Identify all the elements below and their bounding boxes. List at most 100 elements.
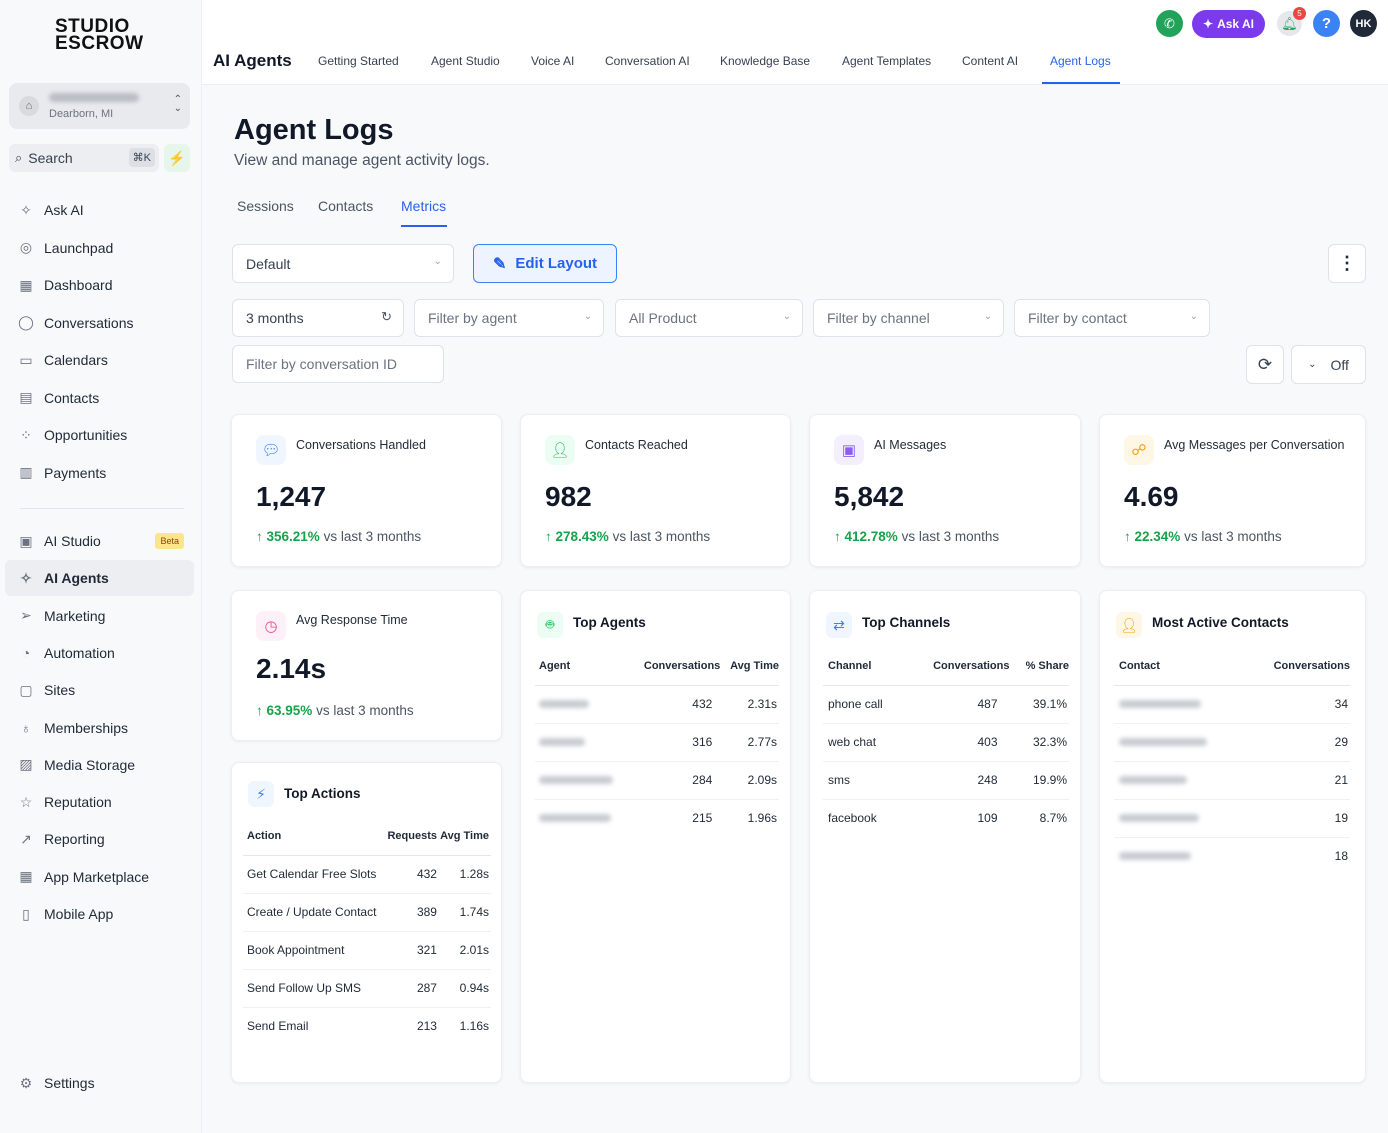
more-options-button[interactable]: ⋮ — [1328, 244, 1366, 283]
table-row[interactable]: 19 — [1114, 799, 1350, 838]
ai-studio-icon: ▣ — [19, 532, 33, 549]
edit-layout-button[interactable]: ✎ Edit Layout — [473, 244, 617, 283]
brand-logo[interactable]: STUDIO ESCROW — [55, 16, 144, 54]
table-row[interactable]: web chat 403 32.3% — [823, 723, 1069, 762]
filter-channel-select[interactable]: Filter by channel ⌄ — [813, 299, 1004, 337]
tab-agent-logs[interactable]: Agent Logs — [1050, 54, 1111, 68]
sidebar-item-mobile-app[interactable]: ▯ Mobile App — [5, 896, 194, 932]
table-row[interactable]: 316 2.77s — [535, 723, 779, 762]
table-row[interactable]: Book Appointment 321 2.01s — [243, 931, 491, 970]
table-cell: 213 — [416, 1019, 437, 1034]
ask-ai-button[interactable]: ✦ Ask AI — [1192, 10, 1265, 38]
sidebar-item-conversations[interactable]: ◯ Conversations — [5, 305, 194, 341]
filter-agent-select[interactable]: Filter by agent ⌄ — [414, 299, 604, 337]
table-row[interactable]: Create / Update Contact 389 1.74s — [243, 893, 491, 932]
tab-content-ai[interactable]: Content AI — [962, 54, 1019, 68]
trend-icon: ↗ — [20, 830, 32, 847]
layout-select[interactable]: Default ⌄ — [232, 244, 454, 283]
table-row[interactable]: Get Calendar Free Slots 432 1.28s — [243, 855, 491, 894]
contact-name-redacted — [1114, 799, 1244, 838]
table-row[interactable]: 284 2.09s — [535, 761, 779, 800]
tab-agent-templates[interactable]: Agent Templates — [842, 54, 932, 68]
table-row[interactable]: 432 2.31s — [535, 685, 779, 724]
tab-contacts[interactable]: Contacts — [318, 198, 374, 214]
column-header: Conversations — [628, 648, 721, 686]
sidebar-item-launchpad[interactable]: ◎ Launchpad — [5, 230, 194, 266]
table-row[interactable]: sms 248 19.9% — [823, 761, 1069, 800]
auto-refresh-toggle[interactable]: ⌄ Off — [1291, 345, 1366, 384]
active-subtab-indicator — [401, 225, 447, 227]
chevron-down-icon: ⌄ — [1189, 311, 1198, 322]
sidebar-item-ai-studio[interactable]: ▣ AI Studio Beta — [5, 523, 194, 559]
lightning-icon: ⚡︎ — [248, 781, 274, 807]
table-row[interactable]: 215 1.96s — [535, 799, 779, 837]
sidebar-item-settings[interactable]: ⚙ Settings — [5, 1065, 194, 1101]
table-row[interactable]: 18 — [1114, 837, 1350, 875]
sidebar-item-automation[interactable]: ◔ Automation — [5, 635, 194, 671]
clock-icon: ◷ — [256, 611, 286, 641]
stat-value: 1,247 — [256, 481, 327, 512]
tab-agent-studio[interactable]: Agent Studio — [431, 54, 500, 68]
filter-contact-select[interactable]: Filter by contact ⌄ — [1014, 299, 1210, 337]
table-row[interactable]: phone call 487 39.1% — [823, 685, 1069, 724]
chat-bubble-icon: 💬︎ — [256, 435, 286, 465]
help-button[interactable]: ? — [1313, 10, 1340, 37]
column-header: Channel — [823, 648, 905, 686]
sidebar-item-reputation[interactable]: ☆ Reputation — [5, 784, 194, 820]
search-input[interactable]: ⌕ Search ⌘K — [9, 144, 159, 172]
table-cell: 389 — [384, 893, 437, 932]
filter-agent-placeholder: Filter by agent — [428, 310, 517, 326]
location-name-redacted — [49, 92, 139, 102]
sidebar-item-app-marketplace[interactable]: ▦ App Marketplace — [5, 859, 194, 895]
column-header: Action — [243, 818, 385, 856]
sidebar-item-ai-agents[interactable]: ✧ AI Agents — [5, 560, 194, 597]
sidebar-item-label: Sites — [44, 682, 76, 699]
user-avatar[interactable]: HK — [1350, 10, 1377, 37]
location-switcher[interactable]: ⌂ Dearborn, MI ⌃ ⌄ — [9, 83, 190, 129]
sidebar-item-contacts[interactable]: ▤ Contacts — [5, 380, 194, 416]
filter-conversation-id-input[interactable]: Filter by conversation ID — [232, 345, 444, 383]
product-select[interactable]: All Product ⌄ — [615, 299, 803, 337]
table-row[interactable]: Send Email 213 1.16s — [243, 1007, 491, 1045]
date-range-select[interactable]: 3 months ↻ — [232, 299, 404, 337]
table-row[interactable]: 21 — [1114, 761, 1350, 800]
card-title: Most Active Contacts — [1152, 615, 1289, 630]
top-actions-card: ⚡︎ Top Actions Action Requests Avg Time … — [231, 762, 502, 1083]
table-row[interactable]: facebook 109 8.7% — [823, 799, 1069, 837]
tab-knowledge-base[interactable]: Knowledge Base — [720, 54, 811, 68]
rocket-icon: ◎ — [19, 239, 33, 255]
tab-getting-started[interactable]: Getting Started — [318, 54, 399, 68]
reset-icon[interactable]: ↻ — [381, 309, 392, 324]
sidebar-item-opportunities[interactable]: ⁘ Opportunities — [5, 417, 194, 453]
sidebar-item-memberships[interactable]: ♁ Memberships — [5, 710, 194, 746]
tab-conversation-ai[interactable]: Conversation AI — [605, 54, 690, 68]
quick-actions-bolt-icon[interactable]: ⚡ — [164, 144, 190, 172]
tab-sessions[interactable]: Sessions — [237, 198, 294, 214]
sidebar-item-label: App Marketplace — [44, 868, 150, 885]
filter-contact-placeholder: Filter by contact — [1028, 310, 1127, 326]
contact-name-redacted — [1114, 837, 1244, 875]
sidebar-item-calendars[interactable]: ▭ Calendars — [5, 342, 194, 378]
table-cell: 109 — [977, 811, 998, 826]
table-row[interactable]: 29 — [1114, 723, 1350, 762]
column-header: Conversations — [904, 648, 1010, 686]
tab-voice-ai[interactable]: Voice AI — [531, 54, 575, 68]
sidebar-item-media-storage[interactable]: ▨ Media Storage — [5, 747, 194, 783]
table-cell: Get Calendar Free Slots — [243, 855, 385, 894]
stat-card-avg-response-time: ◷ Avg Response Time 2.14s ↑ 63.95% vs la… — [231, 590, 502, 741]
phone-icon[interactable]: ✆ — [1156, 10, 1183, 37]
top-actions-table: Action Requests Avg Time Get Calendar Fr… — [243, 818, 491, 1045]
sidebar-item-payments[interactable]: ▥ Payments — [5, 455, 194, 491]
tab-metrics[interactable]: Metrics — [401, 198, 447, 214]
stat-delta: ↑ 63.95% vs last 3 months — [256, 703, 414, 718]
table-row[interactable]: 34 — [1114, 685, 1350, 724]
sidebar-item-marketing[interactable]: ➢ Marketing — [5, 598, 194, 634]
table-row[interactable]: Send Follow Up SMS 287 0.94s — [243, 969, 491, 1008]
sidebar-item-dashboard[interactable]: ▦ Dashboard — [5, 267, 194, 303]
sidebar-item-sites[interactable]: ▢ Sites — [5, 672, 194, 708]
sidebar-item-reporting[interactable]: ↗ Reporting — [5, 821, 194, 857]
notifications-bell-icon[interactable]: 🔔︎ 5 — [1277, 7, 1306, 36]
sites-icon: ▢ — [19, 681, 33, 698]
refresh-button[interactable]: ⟳ — [1246, 345, 1284, 384]
sidebar-item-ask-ai[interactable]: ✧ Ask AI — [5, 192, 194, 228]
